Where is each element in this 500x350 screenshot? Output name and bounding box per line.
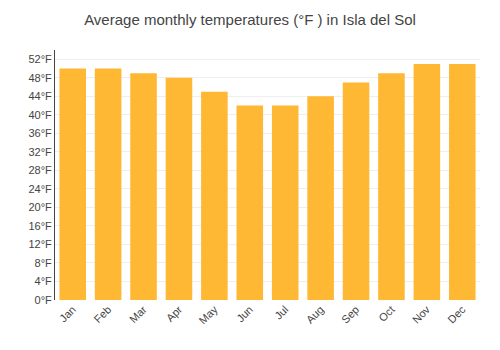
svg-text:Mar: Mar: [127, 303, 149, 325]
svg-text:Aug: Aug: [304, 303, 326, 325]
svg-text:24°F: 24°F: [28, 183, 52, 195]
svg-text:44°F: 44°F: [28, 90, 52, 102]
svg-text:52°F: 52°F: [28, 53, 52, 65]
svg-text:Apr: Apr: [164, 303, 185, 324]
svg-text:Jan: Jan: [57, 303, 78, 324]
svg-text:0°F: 0°F: [35, 294, 53, 306]
svg-text:48°F: 48°F: [28, 72, 52, 84]
svg-text:36°F: 36°F: [28, 127, 52, 139]
svg-text:20°F: 20°F: [28, 201, 52, 213]
svg-text:12°F: 12°F: [28, 238, 52, 250]
svg-text:8°F: 8°F: [35, 257, 53, 269]
svg-text:Dec: Dec: [445, 303, 468, 326]
svg-text:16°F: 16°F: [28, 220, 52, 232]
svg-text:40°F: 40°F: [28, 109, 52, 121]
svg-text:Nov: Nov: [410, 303, 433, 326]
svg-text:4°F: 4°F: [35, 275, 53, 287]
svg-text:Sep: Sep: [339, 303, 361, 325]
svg-text:May: May: [197, 303, 221, 327]
svg-text:Average monthly temperatures (: Average monthly temperatures (°F ) in Is…: [84, 11, 416, 28]
svg-text:Jul: Jul: [272, 303, 290, 321]
svg-text:32°F: 32°F: [28, 146, 52, 158]
svg-text:Jun: Jun: [234, 303, 255, 324]
svg-text:28°F: 28°F: [28, 164, 52, 176]
svg-text:Feb: Feb: [92, 303, 114, 325]
svg-text:Oct: Oct: [376, 303, 397, 324]
